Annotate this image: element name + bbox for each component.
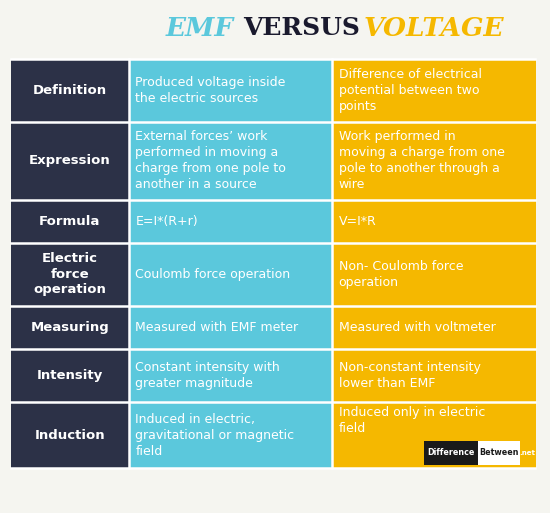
FancyBboxPatch shape [332,243,536,306]
FancyBboxPatch shape [11,349,129,402]
Text: Electric
force
operation: Electric force operation [34,252,106,297]
Text: Work performed in
moving a charge from one
pole to another through a
wire: Work performed in moving a charge from o… [339,130,504,191]
Text: Measured with voltmeter: Measured with voltmeter [339,321,496,334]
Text: External forces’ work
performed in moving a
charge from one pole to
another in a: External forces’ work performed in movin… [135,130,286,191]
FancyBboxPatch shape [424,441,478,465]
Text: Measured with EMF meter: Measured with EMF meter [135,321,299,334]
FancyBboxPatch shape [332,122,536,200]
FancyBboxPatch shape [332,349,536,402]
FancyBboxPatch shape [332,59,536,122]
Text: Induced only in electric
field: Induced only in electric field [339,406,485,435]
Text: V=I*R: V=I*R [339,215,376,228]
Text: Formula: Formula [39,215,101,228]
Text: E=I*(R+r): E=I*(R+r) [135,215,198,228]
FancyBboxPatch shape [11,306,129,349]
Text: Definition: Definition [33,84,107,97]
FancyBboxPatch shape [332,402,536,468]
FancyBboxPatch shape [129,122,332,200]
FancyBboxPatch shape [129,402,332,468]
FancyBboxPatch shape [129,59,332,122]
Text: Produced voltage inside
the electric sources: Produced voltage inside the electric sou… [135,76,286,105]
Text: Coulomb force operation: Coulomb force operation [135,268,290,281]
FancyBboxPatch shape [129,306,332,349]
FancyBboxPatch shape [11,59,129,122]
Text: Intensity: Intensity [37,369,103,382]
FancyBboxPatch shape [520,441,534,465]
Text: Non-constant intensity
lower than EMF: Non-constant intensity lower than EMF [339,361,481,390]
Text: Induction: Induction [35,428,105,442]
Text: Between: Between [479,448,519,458]
FancyBboxPatch shape [11,122,129,200]
FancyBboxPatch shape [11,243,129,306]
Text: Measuring: Measuring [30,321,109,334]
Text: Induced in electric,
gravitational or magnetic
field: Induced in electric, gravitational or ma… [135,412,294,458]
Text: Constant intensity with
greater magnitude: Constant intensity with greater magnitud… [135,361,280,390]
Text: .net: .net [519,450,535,456]
Text: VERSUS: VERSUS [243,16,360,40]
Text: VOLTAGE: VOLTAGE [364,16,504,41]
FancyBboxPatch shape [11,200,129,243]
Text: Difference of electrical
potential between two
points: Difference of electrical potential betwe… [339,68,482,113]
Text: Non- Coulomb force
operation: Non- Coulomb force operation [339,260,463,289]
FancyBboxPatch shape [11,402,129,468]
Text: Difference: Difference [427,448,475,458]
FancyBboxPatch shape [332,306,536,349]
Text: Expression: Expression [29,154,111,167]
FancyBboxPatch shape [424,441,533,465]
FancyBboxPatch shape [332,200,536,243]
FancyBboxPatch shape [129,200,332,243]
Text: EMF: EMF [166,16,234,41]
FancyBboxPatch shape [129,349,332,402]
FancyBboxPatch shape [129,243,332,306]
